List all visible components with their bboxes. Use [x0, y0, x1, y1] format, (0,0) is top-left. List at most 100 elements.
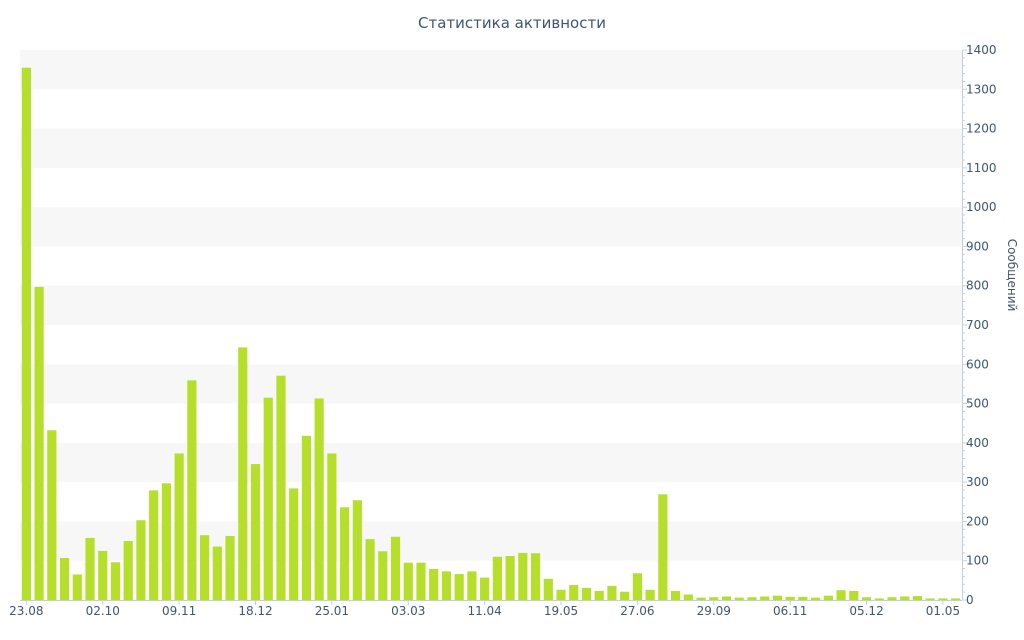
bar[interactable] [709, 597, 719, 600]
bar[interactable] [327, 453, 337, 600]
bar[interactable] [861, 597, 872, 600]
bar[interactable] [59, 557, 70, 600]
bar[interactable] [683, 594, 693, 601]
bar[interactable] [365, 539, 375, 600]
x-tick-label: 11.04 [467, 604, 501, 618]
bar[interactable] [378, 551, 388, 600]
grid-band [20, 364, 962, 404]
x-tick-label: 06.11 [773, 604, 807, 618]
bar[interactable] [581, 587, 592, 600]
bar[interactable] [951, 598, 961, 600]
grid-band [20, 521, 962, 561]
bar[interactable] [811, 597, 821, 600]
bar[interactable] [454, 574, 464, 600]
x-tick-label: 01.05 [926, 604, 960, 618]
bar[interactable] [518, 552, 528, 600]
bar[interactable] [98, 550, 108, 600]
bar[interactable] [301, 435, 312, 600]
bar[interactable] [340, 507, 350, 600]
bar[interactable] [607, 585, 617, 600]
bar[interactable] [212, 546, 222, 600]
y-tick-label: 0 [966, 593, 974, 607]
bar[interactable] [429, 568, 439, 600]
y-tick-label: 600 [966, 357, 989, 371]
bar[interactable] [747, 597, 757, 600]
x-tick-label: 05.12 [849, 604, 883, 618]
bar[interactable] [161, 483, 171, 600]
bar[interactable] [187, 380, 197, 600]
bar[interactable] [34, 286, 44, 600]
y-axis-title: Сообщений [1005, 239, 1019, 312]
bar[interactable] [110, 562, 121, 600]
bar[interactable] [658, 494, 668, 600]
bar[interactable] [530, 553, 541, 600]
y-tick-label: 300 [966, 475, 989, 489]
y-tick-label: 500 [966, 397, 989, 411]
bar[interactable] [21, 67, 31, 601]
bar[interactable] [823, 595, 833, 600]
x-tick-label: 19.05 [544, 604, 578, 618]
bar[interactable] [467, 571, 477, 600]
bar[interactable] [403, 562, 413, 600]
bar[interactable] [480, 577, 490, 600]
bar[interactable] [594, 590, 604, 600]
bar[interactable] [772, 595, 783, 600]
y-tick-label: 1000 [966, 200, 997, 214]
bar[interactable] [849, 590, 859, 600]
bar[interactable] [569, 585, 579, 600]
x-axis-ticks: 23.08 02.10 09.11 18.12 25.01 03.03 11.04 19.05… [9, 600, 960, 618]
bar[interactable] [938, 598, 948, 600]
bar[interactable] [543, 578, 553, 600]
bar[interactable] [620, 591, 630, 600]
bar[interactable] [632, 573, 642, 600]
bar[interactable] [671, 590, 681, 600]
bar[interactable] [352, 500, 362, 600]
x-tick-label: 03.03 [391, 604, 425, 618]
y-tick-label: 800 [966, 279, 989, 293]
bar[interactable] [250, 464, 261, 600]
bar[interactable] [441, 571, 452, 600]
bar[interactable] [123, 541, 133, 600]
grid-band [20, 50, 962, 90]
bar[interactable] [390, 536, 401, 600]
bar[interactable] [785, 596, 795, 600]
bar[interactable] [887, 597, 897, 600]
bar[interactable] [874, 598, 884, 600]
bar[interactable] [798, 596, 808, 600]
x-tick-label: 27.06 [620, 604, 654, 618]
bar[interactable] [912, 596, 923, 600]
bar[interactable] [149, 490, 159, 600]
bar[interactable] [416, 562, 426, 600]
bar[interactable] [85, 537, 95, 600]
bar[interactable] [225, 535, 235, 600]
bar[interactable] [289, 488, 299, 600]
bar[interactable] [136, 520, 146, 600]
bar[interactable] [645, 589, 655, 600]
bar[interactable] [925, 598, 935, 600]
bar[interactable] [556, 589, 566, 600]
y-tick-label: 1300 [966, 82, 997, 96]
y-tick-label: 700 [966, 318, 989, 332]
grid-bands [20, 50, 962, 561]
bar[interactable] [263, 397, 273, 600]
bar[interactable] [314, 398, 324, 600]
bar[interactable] [276, 375, 286, 600]
y-tick-label: 100 [966, 554, 989, 568]
bar[interactable] [505, 556, 515, 600]
bar[interactable] [72, 574, 82, 600]
x-tick-label: 02.10 [86, 604, 120, 618]
bar[interactable] [174, 453, 184, 600]
bar[interactable] [47, 430, 57, 600]
grid-band [20, 207, 962, 247]
bar[interactable] [696, 597, 706, 600]
bar[interactable] [734, 597, 744, 600]
bar[interactable] [200, 535, 210, 600]
bar[interactable] [238, 347, 248, 600]
bar[interactable] [900, 596, 910, 600]
x-tick-label: 25.01 [315, 604, 349, 618]
bar[interactable] [721, 596, 732, 600]
bar[interactable] [760, 596, 770, 600]
bar[interactable] [836, 590, 846, 600]
x-tick-label: 29.09 [697, 604, 731, 618]
bar[interactable] [492, 556, 502, 600]
